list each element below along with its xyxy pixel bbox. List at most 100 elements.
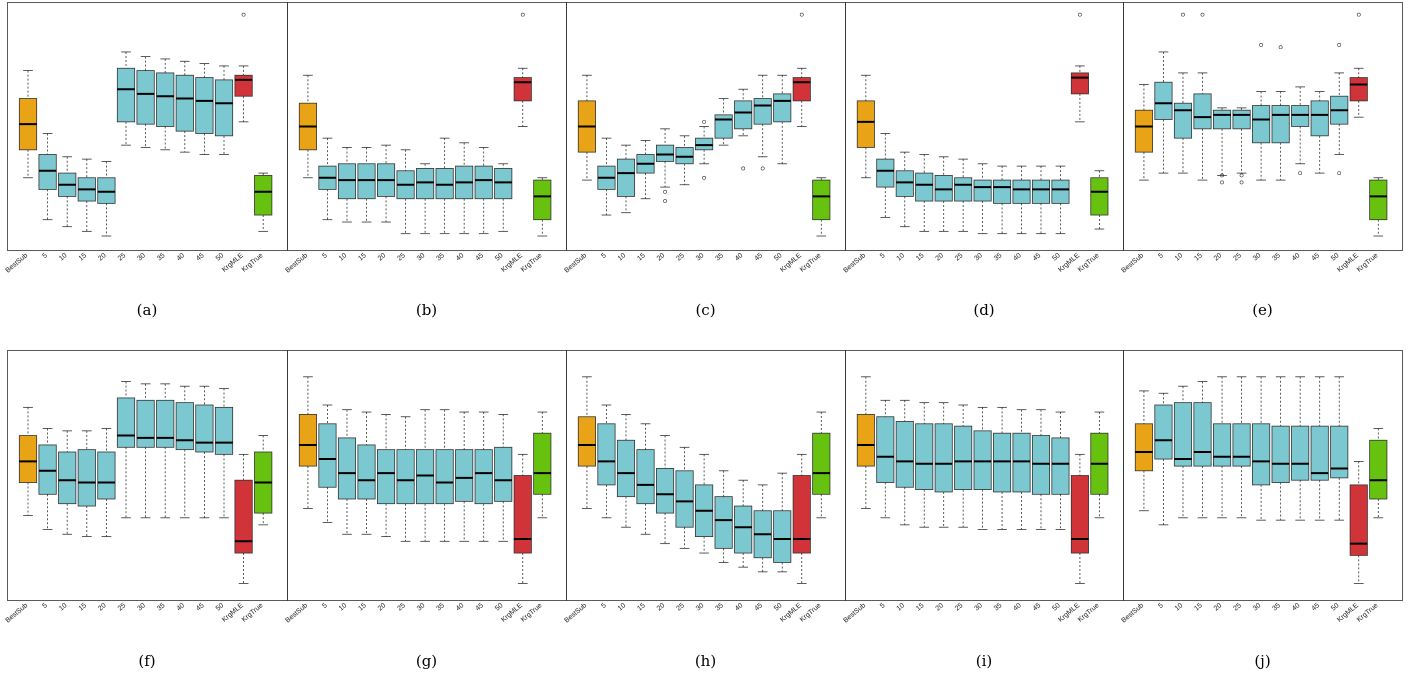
box-15 — [77, 158, 96, 232]
box-bestsub — [856, 376, 875, 509]
outlier-point — [1078, 12, 1082, 17]
box-iqr — [1193, 402, 1212, 467]
box-krgtrue — [254, 435, 273, 526]
panel-f: BestSub 5 10 15 20 25 30 35 40 45 50KrgMLEKrgTrue(… — [5, 350, 288, 670]
box-iqr — [77, 449, 96, 507]
box-45 — [474, 147, 493, 235]
box-10 — [895, 151, 914, 228]
box-iqr — [954, 425, 973, 490]
box-iqr — [655, 468, 675, 514]
box-35 — [156, 383, 175, 519]
box-iqr — [1070, 475, 1089, 554]
box-krgmle — [792, 453, 811, 584]
x-tick-label: BestSub — [842, 602, 867, 624]
x-tick-label: KrgTrue — [1356, 252, 1380, 274]
box-iqr — [318, 423, 337, 488]
box-bestsub — [856, 74, 875, 179]
box-10 — [58, 156, 77, 228]
outlier-point — [1220, 180, 1224, 185]
x-tick-label: 10 — [896, 252, 907, 262]
box-iqr — [876, 158, 895, 188]
x-tick-label: 35 — [435, 252, 446, 262]
x-tick-label: 40 — [455, 252, 466, 262]
outlier-point — [1239, 180, 1244, 185]
box-30 — [136, 383, 155, 519]
box-45 — [1310, 376, 1329, 521]
x-tick-label: 35 — [714, 252, 725, 262]
box-iqr — [1031, 179, 1051, 204]
x-tick-label: 30 — [695, 252, 706, 262]
box-10 — [616, 413, 636, 528]
box-5 — [38, 133, 57, 221]
box-bestsub — [18, 406, 38, 516]
box-35 — [993, 165, 1012, 235]
box-40 — [1012, 409, 1031, 530]
box-iqr — [695, 137, 714, 151]
x-tick-label: 45 — [754, 602, 765, 612]
panel-caption: (f) — [138, 652, 155, 670]
x-tick-label: 15 — [78, 252, 89, 262]
box-iqr — [714, 496, 733, 549]
panel-b: BestSub 5 10 15 20 25 30 35 40 45 50KrgMLEKrgTrue(… — [284, 2, 567, 319]
outlier-point — [520, 12, 525, 17]
x-tick-label: 25 — [1232, 252, 1243, 262]
box-iqr — [97, 451, 116, 500]
box-krgmle — [1349, 460, 1368, 584]
box-bestsub — [18, 70, 38, 179]
x-tick-label: 10 — [58, 602, 69, 612]
box-krgmle — [513, 453, 532, 584]
box-15 — [1193, 381, 1212, 519]
box-iqr — [1154, 404, 1173, 460]
box-50 — [1330, 376, 1349, 521]
box-10 — [58, 430, 77, 535]
box-krgtrue — [812, 177, 831, 237]
box-iqr — [1051, 437, 1070, 495]
box-iqr — [455, 449, 474, 502]
x-tick-label: 5 — [41, 252, 49, 260]
box-iqr — [876, 416, 895, 483]
outlier-point — [702, 175, 707, 180]
box-iqr — [1012, 432, 1031, 493]
box-40 — [1291, 86, 1310, 176]
box-15 — [357, 147, 376, 223]
box-iqr — [416, 168, 435, 200]
box-50 — [1330, 43, 1349, 176]
x-tick-label: 15 — [78, 602, 89, 612]
box-iqr — [1212, 423, 1232, 467]
panel-d: BestSub 5 10 15 20 25 30 35 40 45 50KrgMLEKrgTrue(… — [842, 2, 1124, 319]
box-krgmle — [1070, 12, 1089, 123]
box-30 — [416, 163, 435, 235]
x-tick-label: BestSub — [1120, 252, 1145, 274]
x-tick-label: 20 — [935, 602, 946, 612]
panel-caption: (c) — [695, 301, 715, 319]
box-iqr — [435, 168, 454, 200]
box-5 — [38, 428, 57, 530]
box-iqr — [116, 67, 136, 123]
box-10 — [895, 399, 914, 526]
box-iqr — [533, 432, 552, 495]
box-50 — [214, 388, 234, 519]
box-iqr — [38, 444, 57, 495]
x-tick-label: KrgTrue — [1077, 252, 1101, 274]
x-tick-label: 15 — [636, 602, 647, 612]
box-20 — [934, 156, 953, 232]
box-bestsub — [577, 376, 596, 509]
box-15 — [915, 402, 934, 528]
box-5 — [318, 404, 337, 523]
x-tick-label: 50 — [1051, 602, 1062, 612]
box-35 — [993, 406, 1012, 530]
x-tick-label: 30 — [973, 252, 984, 262]
panel-caption: (g) — [416, 652, 437, 670]
box-iqr — [792, 77, 811, 102]
box-30 — [1252, 376, 1271, 521]
box-5 — [876, 399, 895, 519]
x-tick-label: 35 — [993, 602, 1004, 612]
panel-g: BestSub 5 10 15 20 25 30 35 40 45 50KrgMLEKrgTrue(… — [284, 350, 567, 670]
x-tick-label: BestSub — [1120, 602, 1145, 624]
box-iqr — [577, 416, 596, 467]
x-tick-label: BestSub — [842, 252, 867, 274]
box-25 — [116, 51, 136, 146]
box-iqr — [136, 399, 155, 448]
box-iqr — [636, 449, 655, 505]
box-35 — [435, 409, 454, 542]
